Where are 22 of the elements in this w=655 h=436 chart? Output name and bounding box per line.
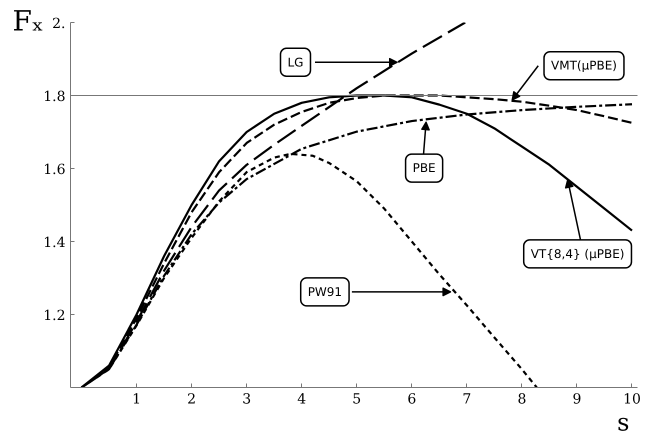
annotation: VMT(μPBE)	[551, 58, 617, 73]
x-tick-label: 1	[132, 392, 142, 408]
x-tick-label: 5	[352, 392, 362, 408]
x-tick-label: 6	[407, 392, 416, 408]
y-axis-title: Fₓ	[12, 4, 44, 38]
y-tick-label: 1.2	[43, 308, 66, 324]
annotation: PW91	[308, 284, 342, 299]
x-axis-title: s	[617, 408, 630, 436]
y-tick-label: 2.	[52, 16, 66, 32]
x-tick-label: 10	[623, 392, 641, 408]
x-tick-label: 7	[462, 392, 472, 408]
y-tick-label: 1.8	[43, 89, 66, 105]
x-tick-label: 8	[517, 392, 526, 408]
annotation: VT{8,4} (μPBE)	[530, 246, 624, 261]
x-tick-label: 9	[572, 392, 582, 408]
x-tick-label: 3	[242, 392, 252, 408]
annotation: LG	[287, 55, 304, 70]
annotation: PBE	[412, 161, 436, 176]
x-tick-label: 2	[187, 392, 196, 408]
x-tick-label: 4	[297, 392, 306, 408]
y-tick-label: 1.4	[43, 235, 66, 251]
y-tick-label: 1.6	[43, 162, 66, 178]
